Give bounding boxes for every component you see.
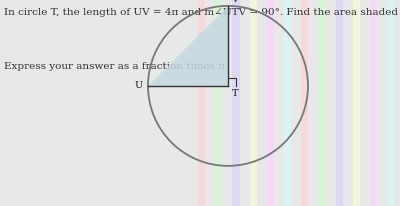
Text: In circle T, the length of UV = 4π and m∠UTV = 90°. Find the area shaded below.: In circle T, the length of UV = 4π and m… <box>4 8 400 17</box>
Text: V: V <box>231 0 238 4</box>
Polygon shape <box>148 6 228 86</box>
Text: T: T <box>232 89 239 98</box>
Text: U: U <box>135 81 143 90</box>
Text: Express your answer as a fraction times π.: Express your answer as a fraction times … <box>4 62 228 71</box>
